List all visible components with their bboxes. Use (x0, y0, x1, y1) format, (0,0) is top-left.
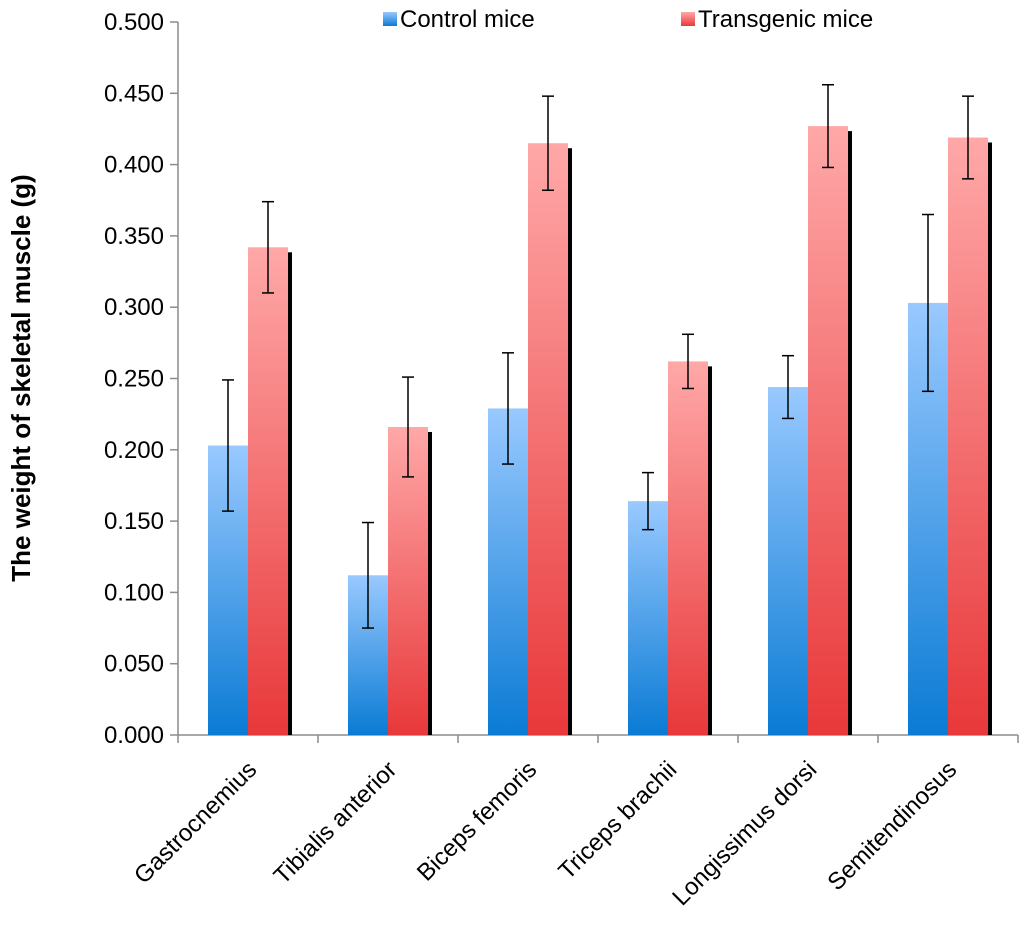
y-tick-label: 0.000 (104, 722, 164, 749)
y-axis-title: The weight of skeletal muscle (g) (6, 174, 36, 581)
y-tick-label: 0.250 (104, 366, 164, 393)
bars (208, 83, 992, 736)
legend-label-control: Control mice (400, 6, 535, 33)
bar-shadow (987, 142, 992, 736)
category-label: Tibialis anterior (269, 756, 403, 890)
bar-shadow (287, 252, 292, 736)
bar-shadow (707, 366, 712, 735)
bar-control (628, 501, 668, 735)
y-tick-label: 0.150 (104, 508, 164, 535)
bar-control (768, 387, 808, 735)
bar-transgenic (808, 126, 848, 735)
bar-shadow (427, 431, 432, 735)
y-tick-label: 0.450 (104, 80, 164, 107)
bar-transgenic (528, 143, 568, 735)
bar-transgenic (668, 361, 708, 735)
bar-transgenic (388, 426, 428, 735)
category-label: Triceps brachii (553, 756, 682, 885)
bar-shadow (567, 148, 572, 735)
y-tick-label: 0.500 (104, 9, 164, 36)
bar-shadow (847, 131, 852, 735)
category-label: Biceps femoris (412, 756, 542, 886)
y-tick-label: 0.300 (104, 294, 164, 321)
x-axis (177, 734, 1019, 743)
y-tick-label: 0.350 (104, 223, 164, 250)
y-tick-label: 0.100 (104, 579, 164, 606)
y-tick-label: 0.400 (104, 152, 164, 179)
y-tick-label: 0.200 (104, 437, 164, 464)
legend: Control mice Transgenic mice (383, 6, 873, 33)
category-label: Semitendinosus (822, 756, 962, 896)
category-labels: Gastrocnemius Tibialis anterior Biceps fem… (129, 756, 962, 911)
category-label: Longissimus dorsi (667, 756, 822, 911)
bar-transgenic (248, 247, 288, 736)
legend-swatch-control (383, 12, 397, 26)
legend-swatch-transgenic (681, 12, 695, 26)
legend-label-transgenic: Transgenic mice (698, 6, 873, 33)
y-axis: 0.000 0.050 0.100 0.150 0.200 0.250 0.300 0.350… (104, 9, 179, 749)
y-tick-label: 0.050 (104, 651, 164, 678)
bar-transgenic (948, 137, 988, 736)
category-label: Gastrocnemius (129, 756, 262, 889)
